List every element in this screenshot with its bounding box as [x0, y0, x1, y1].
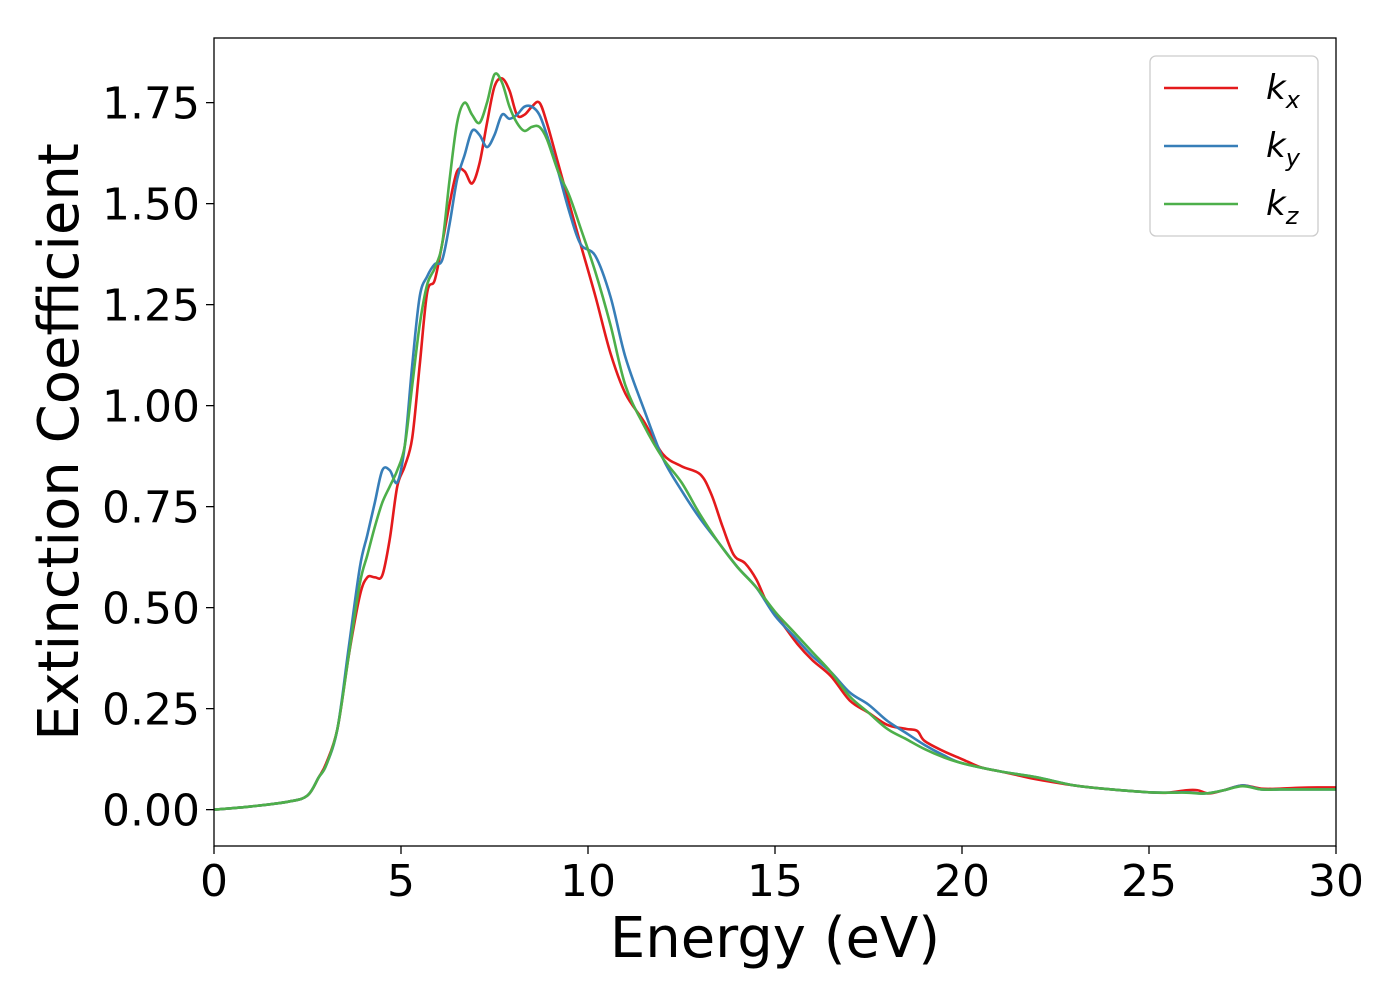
legend-label-subscript: y: [1285, 144, 1301, 172]
x-tick-label: 15: [747, 856, 803, 907]
y-axis: 0.00 0.25 0.50 0.75 1.00 1.25 1.50 1.75: [102, 79, 214, 837]
x-axis: 0 5 10 15 20 25 30: [200, 846, 1364, 907]
legend-label-base: k: [1266, 126, 1287, 166]
x-tick-label: 5: [387, 856, 415, 907]
y-tick-label: 1.00: [102, 382, 200, 433]
legend-label-base: k: [1266, 184, 1287, 224]
y-tick-label: 0.25: [102, 685, 200, 736]
x-tick-label: 25: [1121, 856, 1177, 907]
x-tick-label: 30: [1308, 856, 1364, 907]
y-tick-label: 1.50: [102, 180, 200, 231]
series-line-kz: [214, 72, 1336, 811]
legend-label-kz: kz: [1266, 184, 1300, 230]
series-layer: [214, 72, 1336, 811]
x-tick-label: 10: [560, 856, 616, 907]
legend-label-base: k: [1266, 68, 1287, 108]
x-axis-label: Energy (eV): [610, 906, 940, 971]
y-tick-label: 1.75: [102, 79, 200, 130]
x-tick-label: 0: [200, 856, 228, 907]
plot-area: [213, 37, 1337, 847]
y-tick-label: 1.25: [102, 281, 200, 332]
x-tick-label: 20: [934, 856, 990, 907]
legend-label-kx: kx: [1266, 68, 1301, 114]
y-tick-label: 0.75: [102, 483, 200, 534]
y-axis-label: Extinction Coefficient: [27, 143, 92, 741]
legend-label-ky: ky: [1266, 126, 1301, 172]
legend-label-subscript: x: [1285, 86, 1301, 114]
y-tick-label: 0.00: [102, 786, 200, 837]
legend-label-subscript: z: [1285, 202, 1300, 230]
y-tick-label: 0.50: [102, 584, 200, 635]
